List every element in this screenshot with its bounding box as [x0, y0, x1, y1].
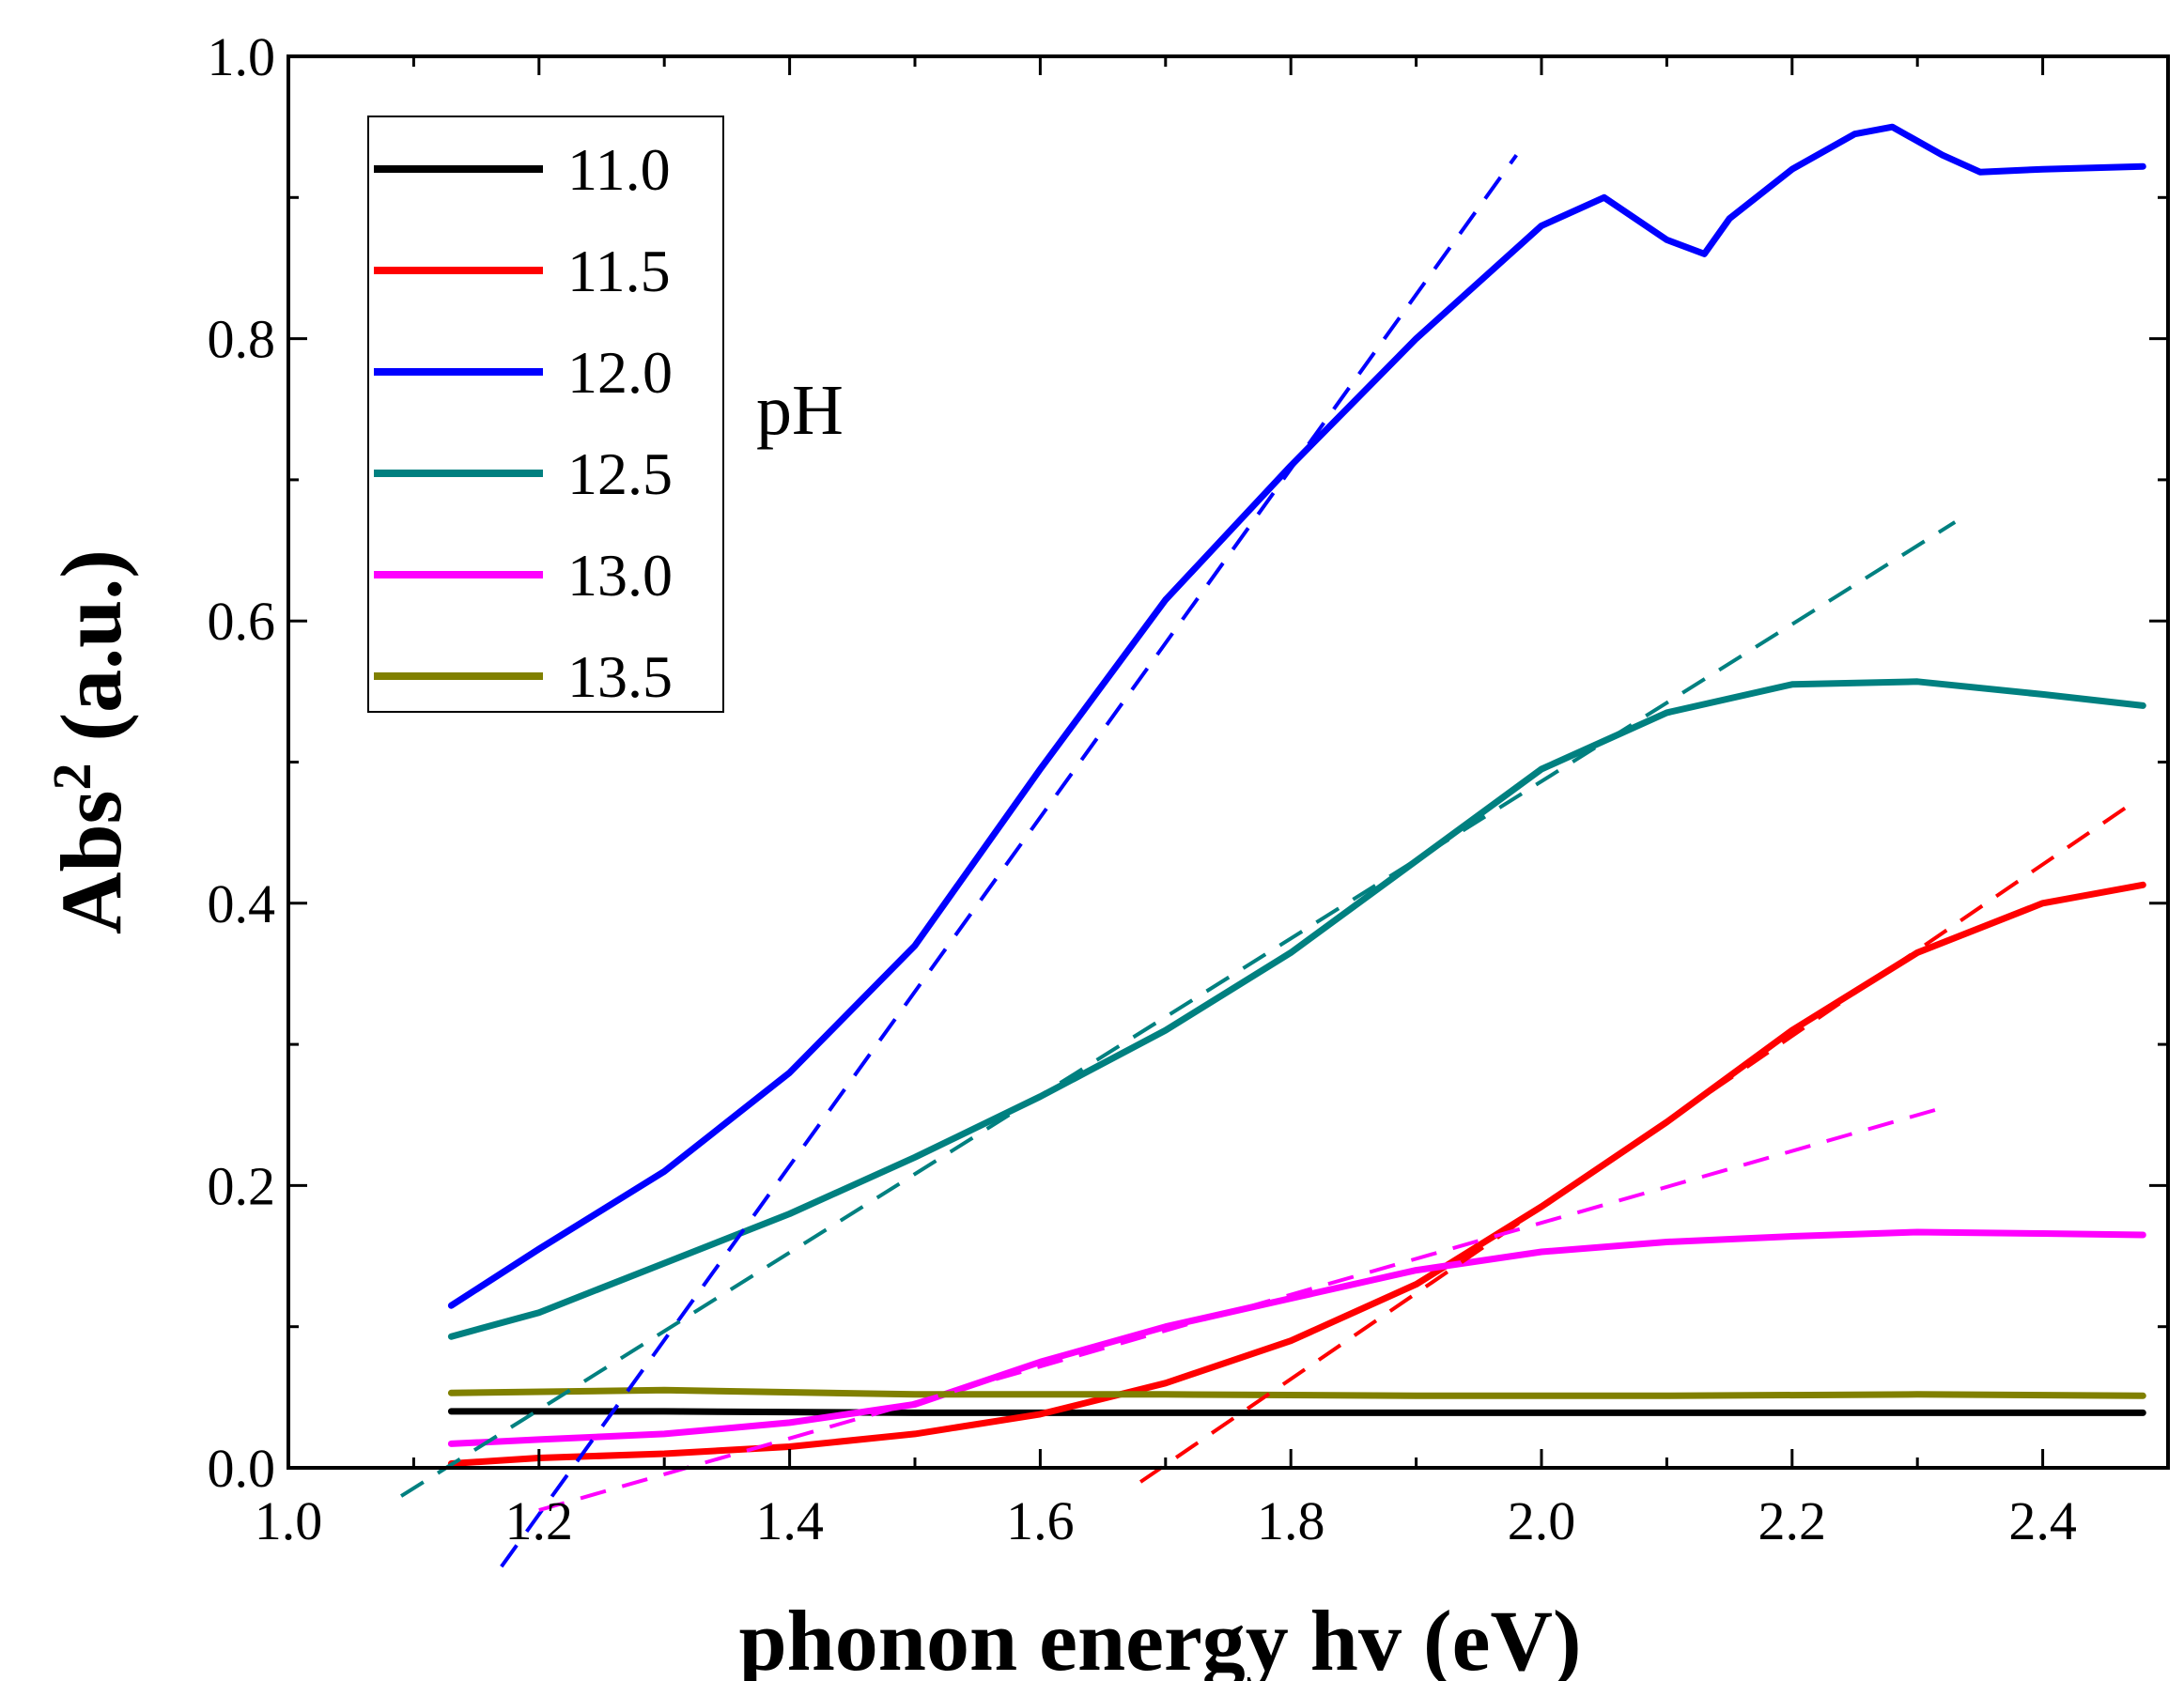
y-axis-ticks: 0.0 0.2 0.4 0.6 0.8 1.0	[208, 26, 2168, 1499]
fit-line-ph-11-5	[1138, 802, 2132, 1484]
legend-label: 12.5	[567, 440, 673, 507]
x-tick-label: 1.4	[755, 1490, 824, 1551]
y-axis-title-main: Abs	[43, 791, 139, 934]
x-axis-title: phonon energy hv (eV)	[738, 1593, 1581, 1681]
legend-label: 11.5	[567, 238, 671, 304]
y-tick-label: 0.4	[208, 873, 276, 934]
x-tick-label: 2.0	[1508, 1490, 1576, 1551]
legend-title-ph: pH	[756, 371, 844, 450]
series-line-ph-12-5	[447, 678, 2146, 1340]
fit-line-ph-12-0	[500, 154, 1518, 1568]
x-tick-label: 1.0	[255, 1490, 323, 1551]
y-tick-label: 0.8	[208, 309, 276, 370]
series-line-ph-13-5	[447, 1386, 2146, 1399]
x-tick-label: 2.4	[2008, 1490, 2077, 1551]
series-line-ph-12-0	[447, 123, 2146, 1309]
x-tick-label: 1.8	[1257, 1490, 1325, 1551]
legend-label: 11.0	[567, 136, 671, 203]
y-tick-label: 0.6	[208, 591, 276, 652]
y-tick-label: 0.0	[208, 1438, 276, 1499]
series-line-ph-11-5	[447, 881, 2146, 1467]
series-line-ph-11-0	[447, 1408, 2146, 1416]
y-axis-title-superscript: 2	[41, 763, 102, 791]
series-line-ph-13-0	[447, 1228, 2146, 1447]
fit-line-ph-13-0	[538, 1105, 1944, 1513]
y-axis-title-unit: (a.u.)	[43, 549, 139, 763]
legend-box	[367, 116, 724, 713]
legend: 11.0 11.5 12.0 12.5 13.0 13.5	[367, 116, 724, 713]
legend-items: 11.0 11.5 12.0 12.5 13.0 13.5	[374, 136, 673, 710]
y-axis-title: Abs2 (a.u.)	[41, 549, 140, 934]
x-tick-label: 1.2	[505, 1490, 574, 1551]
x-axis-ticks: 1.0 1.2 1.4 1.6 1.8 2.0 2.2 2.4	[255, 56, 2077, 1551]
legend-label: 12.0	[567, 339, 673, 406]
legend-label: 13.5	[567, 643, 673, 710]
x-tick-label: 1.6	[1006, 1490, 1075, 1551]
legend-label: 13.0	[567, 542, 673, 609]
x-tick-label: 2.2	[1758, 1490, 1827, 1551]
y-tick-label: 1.0	[208, 26, 276, 87]
y-tick-label: 0.2	[208, 1155, 276, 1216]
fit-line-ph-12-5	[399, 520, 1957, 1498]
curves-layer	[447, 123, 2146, 1467]
fit-lines-layer	[399, 154, 2132, 1568]
